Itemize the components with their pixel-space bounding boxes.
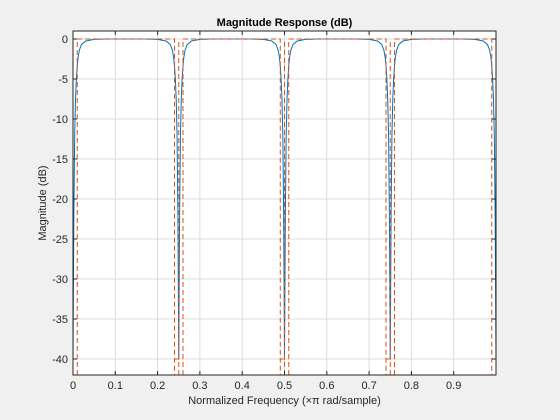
- x-tick-label: 0.3: [192, 380, 207, 392]
- y-tick-label: -10: [52, 114, 68, 126]
- x-tick-label: 0.8: [404, 380, 419, 392]
- x-tick-label: 0.2: [150, 380, 165, 392]
- x-tick-label: 0.4: [235, 380, 250, 392]
- x-axis-label: Normalized Frequency (×π rad/sample): [188, 395, 381, 407]
- x-tick-label: 0.1: [108, 380, 123, 392]
- chart-title: Magnitude Response (dB): [217, 17, 353, 29]
- y-tick-label: -20: [52, 194, 68, 206]
- x-tick-label: 0: [70, 380, 76, 392]
- x-tick-label: 0.9: [446, 380, 461, 392]
- y-tick-label: -30: [52, 274, 68, 286]
- y-axis-label: Magnitude (dB): [37, 165, 49, 240]
- ticks: 0 0.1 0.2 0.3 0.4 0.5 0.6 0.7 0.8 0.9 0 -5 -10 -15 -20…: [52, 31, 496, 392]
- x-tick-label: 0.7: [361, 380, 376, 392]
- y-tick-label: -25: [52, 234, 68, 246]
- x-tick-label: 0.5: [277, 380, 292, 392]
- x-tick-label: 0.6: [319, 380, 334, 392]
- y-tick-label: -40: [52, 354, 68, 366]
- y-tick-label: -15: [52, 154, 68, 166]
- y-tick-label: 0: [62, 34, 68, 46]
- y-tick-label: -5: [58, 74, 68, 86]
- y-tick-label: -35: [52, 314, 68, 326]
